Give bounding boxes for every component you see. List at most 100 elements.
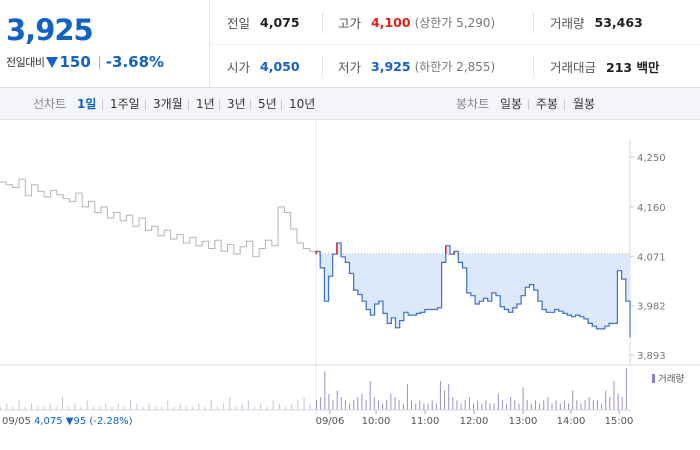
today-volume-bar	[497, 393, 499, 410]
today-volume-bar	[332, 400, 334, 410]
today-volume-bar	[563, 400, 565, 410]
today-volume-bar	[625, 368, 627, 410]
x-tick-label: 14:00	[557, 416, 586, 427]
y-tick-label: 3,893	[637, 351, 666, 362]
prev-volume-bar	[24, 406, 26, 410]
candle-tab-daily[interactable]: 일봉	[500, 97, 523, 111]
prev-volume-bar	[260, 403, 262, 410]
current-price: 3,925	[6, 13, 94, 47]
today-volume-bar	[518, 403, 520, 410]
divider	[102, 99, 103, 110]
prev-volume-bar	[309, 403, 311, 410]
prev-close-cell: 전일 4,075	[227, 0, 300, 44]
today-volume-bar	[411, 400, 412, 410]
prev-volume-bar	[272, 400, 274, 410]
period-tab-5y[interactable]: 5년	[258, 97, 277, 111]
today-volume-bar	[378, 400, 379, 410]
prev-volume-bar	[123, 406, 125, 410]
y-tick-label: 4,071	[637, 252, 666, 263]
today-volume-bar	[485, 400, 487, 410]
prev-close-value: 4,075	[260, 14, 300, 30]
candle-chart-label: 봉차트	[456, 97, 490, 111]
upper-limit: (상한가 5,290)	[414, 15, 496, 30]
today-volume-bar	[460, 403, 462, 410]
today-volume-bar	[382, 403, 384, 410]
trade-amount-label: 거래대금	[550, 59, 597, 75]
today-volume-bar	[398, 400, 400, 410]
prev-volume-bar	[6, 403, 8, 410]
today-volume-bar	[530, 403, 532, 410]
period-tab-1y[interactable]: 1년	[196, 97, 215, 111]
period-tab-1d[interactable]: 1일	[77, 97, 97, 111]
today-volume-bar	[621, 397, 623, 410]
today-volume-bar	[592, 400, 594, 410]
today-volume-bar	[547, 397, 549, 410]
prev-volume-bar	[247, 400, 249, 410]
divider	[219, 99, 220, 110]
today-volume-bar	[448, 384, 450, 410]
today-volume-bar	[369, 380, 371, 410]
candle-tab-monthly[interactable]: 월봉	[573, 97, 596, 111]
prev-volume-bar	[68, 406, 70, 410]
prev-day-close-legend: 4,075 ▼95 (-2.28%)	[34, 416, 133, 427]
today-volume-bar	[456, 400, 458, 410]
period-tab-3y[interactable]: 3년	[227, 97, 246, 111]
today-volume-bar	[477, 400, 479, 410]
today-volume-bar	[336, 390, 338, 410]
today-volume-bar	[493, 403, 495, 410]
period-tab-3m[interactable]: 3개월	[153, 97, 183, 111]
prev-volume-bar	[74, 403, 76, 410]
prev-volume-bar	[136, 403, 138, 410]
today-volume-bar	[435, 403, 437, 410]
today-volume-bar	[415, 403, 417, 410]
divider	[528, 99, 529, 110]
prev-volume-bar	[0, 406, 1, 410]
volume-label: 거래량	[550, 15, 585, 31]
today-volume-bar	[522, 387, 524, 410]
prev-volume-bar	[204, 406, 206, 410]
today-volume-bar	[349, 403, 351, 410]
open-value: 4,050	[260, 58, 300, 74]
today-volume-bar	[373, 397, 375, 410]
today-volume-bar	[394, 397, 396, 410]
high-value: 4,100	[371, 14, 411, 30]
today-volume-bar	[601, 403, 603, 410]
prev-volume-bar	[291, 403, 293, 410]
today-volume-bar	[551, 403, 553, 410]
prev-volume-bar	[173, 406, 175, 410]
today-volume-bar	[506, 403, 508, 410]
price-chart[interactable]: 4,250 4,160 4,071 3,982 3,893 거래량 09/05 09/06 10…	[0, 120, 700, 450]
high-cell: 고가 4,100 (상한가 5,290)	[338, 0, 495, 44]
today-volume-bar	[555, 400, 557, 410]
today-volume-bar	[539, 403, 541, 410]
volume-cell: 거래량 53,463	[550, 0, 643, 44]
today-volume-bar	[464, 400, 466, 410]
today-volume-bar	[419, 400, 421, 410]
today-volume-bar	[580, 403, 582, 410]
low-cell: 저가 3,925 (하한가 2,855)	[338, 44, 495, 88]
prev-volume-bar	[130, 400, 132, 410]
prev-volume-bar	[62, 397, 63, 410]
today-volume-bar	[452, 397, 454, 410]
today-volume-bar	[386, 400, 388, 410]
prev-volume-bar	[185, 406, 187, 410]
prev-volume-bar	[43, 406, 45, 410]
period-tab-10y[interactable]: 10년	[289, 97, 316, 111]
today-volume-bar	[439, 380, 441, 410]
current-price-box: 3,925 전일대비 150 -3.68%	[0, 0, 210, 88]
today-volume-bar	[501, 400, 503, 410]
amount-cell: 거래대금 213 백만	[550, 44, 659, 88]
prev-volume-bar	[105, 403, 107, 410]
today-volume-bar	[468, 397, 470, 410]
candle-tab-weekly[interactable]: 주봉	[536, 97, 559, 111]
prev-volume-bar	[86, 400, 88, 410]
today-volume-bar	[328, 393, 330, 410]
x-tick-label: 12:00	[460, 416, 489, 427]
x-tick-label: 09/06	[316, 416, 345, 427]
prev-volume-bar	[192, 406, 194, 410]
prev-volume-bar	[161, 406, 163, 410]
today-volume-bar	[510, 397, 512, 410]
down-triangle-icon	[46, 56, 59, 68]
period-tab-1w[interactable]: 1주일	[110, 97, 140, 111]
prev-volume-bar	[167, 400, 169, 410]
